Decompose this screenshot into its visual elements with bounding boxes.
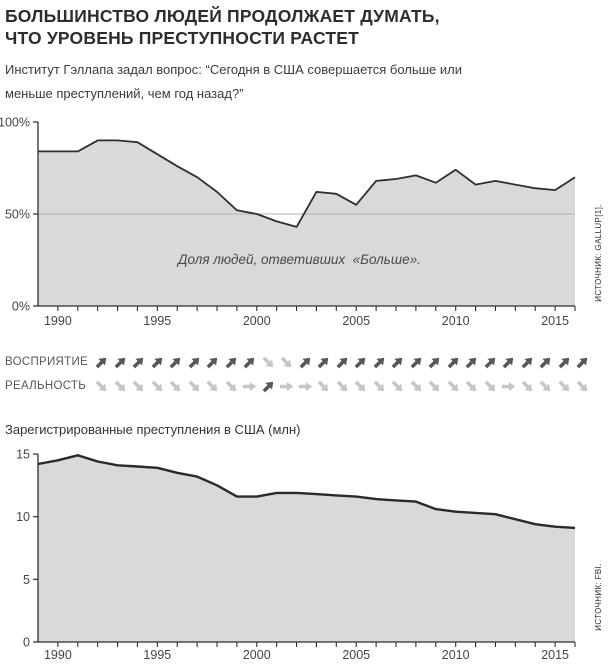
y-tick-label: 0 xyxy=(23,636,30,650)
arrow-se-icon xyxy=(464,379,479,394)
arrow-se-icon xyxy=(557,379,572,394)
title-line-1: БОЛЬШИНСТВО ЛЮДЕЙ ПРОДОЛЖАЕТ ДУМАТЬ, xyxy=(5,6,440,26)
arrow-ne-icon xyxy=(464,355,479,370)
arrow-ne-icon xyxy=(187,355,202,370)
y-tick-label: 15 xyxy=(16,448,30,462)
arrow-ne-icon xyxy=(372,355,387,370)
arrow-se-icon xyxy=(205,379,220,394)
area-fill xyxy=(38,455,575,642)
trend-line xyxy=(37,454,576,530)
arrow-se-icon xyxy=(372,379,387,394)
arrow-se-icon xyxy=(409,379,424,394)
y-tick-label: 0% xyxy=(12,300,30,314)
arrow-se-icon xyxy=(390,379,405,394)
arrow-e-icon xyxy=(298,379,313,394)
x-tick-label: 1990 xyxy=(44,314,72,328)
arrow-se-icon xyxy=(483,379,498,394)
x-tick-label: 1995 xyxy=(143,314,171,328)
perception-row: ВОСПРИЯТИЕ xyxy=(5,350,610,374)
arrow-ne-icon xyxy=(557,355,572,370)
arrow-se-icon xyxy=(94,379,109,394)
fbi-crime-area-chart: 15 10 5 0 1990 1995 2000 2005 2010 2015 ИСТОЧНИК: … xyxy=(16,448,603,663)
arrow-ne-icon xyxy=(168,355,183,370)
arrow-ne-icon xyxy=(501,355,516,370)
y-tick-label: 5 xyxy=(23,573,30,587)
arrow-se-icon xyxy=(335,379,350,394)
arrow-se-icon xyxy=(520,379,535,394)
arrow-ne-icon xyxy=(353,355,368,370)
arrow-se-icon xyxy=(150,379,165,394)
arrow-ne-icon xyxy=(113,355,128,370)
arrow-ne-icon xyxy=(131,355,146,370)
perception-reality-rows: ВОСПРИЯТИЕ РЕАЛЬНОСТЬ xyxy=(5,350,610,398)
arrow-e-icon xyxy=(279,379,294,394)
chart-annotation: Доля людей, ответивших «Больше». xyxy=(176,252,421,267)
arrow-ne-icon xyxy=(298,355,313,370)
arrow-se-icon xyxy=(131,379,146,394)
x-tick-label: 2000 xyxy=(243,314,271,328)
source-label: ИСТОЧНИК: GALLUP[1]. xyxy=(594,204,603,302)
arrow-ne-icon xyxy=(94,355,109,370)
arrow-se-icon xyxy=(446,379,461,394)
arrow-e-icon xyxy=(501,379,516,394)
subtitle-line-2: меньше преступлений, чем год назад?” xyxy=(5,86,244,101)
reality-row: РЕАЛЬНОСТЬ xyxy=(5,374,610,398)
y-tick-label: 100% xyxy=(0,116,30,130)
arrow-ne-icon xyxy=(261,379,276,394)
arrow-se-icon xyxy=(538,379,553,394)
arrow-ne-icon xyxy=(520,355,535,370)
arrow-ne-icon xyxy=(575,355,590,370)
arrow-ne-icon xyxy=(150,355,165,370)
subtitle-line-1: Институт Гэллапа задал вопрос: “Сегодня … xyxy=(5,62,462,77)
arrow-ne-icon xyxy=(205,355,220,370)
x-tick-label: 1995 xyxy=(143,648,171,662)
arrow-ne-icon xyxy=(335,355,350,370)
arrow-ne-icon xyxy=(390,355,405,370)
arrow-e-icon xyxy=(242,379,257,394)
arrow-ne-icon xyxy=(446,355,461,370)
trend-line xyxy=(38,139,576,228)
arrow-ne-icon xyxy=(242,355,257,370)
x-tick-label: 2000 xyxy=(243,648,271,662)
page-title: БОЛЬШИНСТВО ЛЮДЕЙ ПРОДОЛЖАЕТ ДУМАТЬ, ЧТО… xyxy=(5,5,610,49)
x-tick-label: 2010 xyxy=(442,314,470,328)
arrow-ne-icon xyxy=(427,355,442,370)
arrow-se-icon xyxy=(168,379,183,394)
arrow-se-icon xyxy=(427,379,442,394)
perception-label: ВОСПРИЯТИЕ xyxy=(5,356,89,368)
arrow-se-icon xyxy=(261,355,276,370)
reality-arrows xyxy=(94,379,590,394)
arrow-ne-icon xyxy=(224,355,239,370)
arrow-se-icon xyxy=(279,355,294,370)
arrow-se-icon xyxy=(224,379,239,394)
arrow-ne-icon xyxy=(409,355,424,370)
reality-label: РЕАЛЬНОСТЬ xyxy=(5,380,87,392)
arrow-ne-icon xyxy=(538,355,553,370)
x-tick-label: 2015 xyxy=(541,314,569,328)
title-line-2: ЧТО УРОВЕНЬ ПРЕСТУПНОСТИ РАСТЕТ xyxy=(5,28,360,48)
subtitle: Институт Гэллапа задал вопрос: “Сегодня … xyxy=(5,58,610,106)
source-label: ИСТОЧНИК: FBI. xyxy=(594,563,603,630)
arrow-ne-icon xyxy=(483,355,498,370)
y-tick-label: 50% xyxy=(5,208,30,222)
y-tick-label: 10 xyxy=(16,510,30,524)
arrow-se-icon xyxy=(353,379,368,394)
fbi-chart-title: Зарегистрированные преступления в США (м… xyxy=(5,422,301,437)
perception-arrows xyxy=(94,355,590,370)
arrow-se-icon xyxy=(113,379,128,394)
x-tick-label: 2010 xyxy=(442,648,470,662)
header: БОЛЬШИНСТВО ЛЮДЕЙ ПРОДОЛЖАЕТ ДУМАТЬ, ЧТО… xyxy=(0,0,610,106)
x-tick-label: 2005 xyxy=(342,648,370,662)
arrow-se-icon xyxy=(187,379,202,394)
x-tick-label: 2005 xyxy=(342,314,370,328)
x-tick-label: 1990 xyxy=(44,648,72,662)
x-tick-label: 2015 xyxy=(541,648,569,662)
arrow-ne-icon xyxy=(316,355,331,370)
gallup-perception-area-chart: 100% 50% 0% 1990 1995 2000 2005 2010 2015 Доля лю… xyxy=(0,116,603,329)
arrow-se-icon xyxy=(575,379,590,394)
area-fill xyxy=(38,140,575,306)
arrow-se-icon xyxy=(316,379,331,394)
